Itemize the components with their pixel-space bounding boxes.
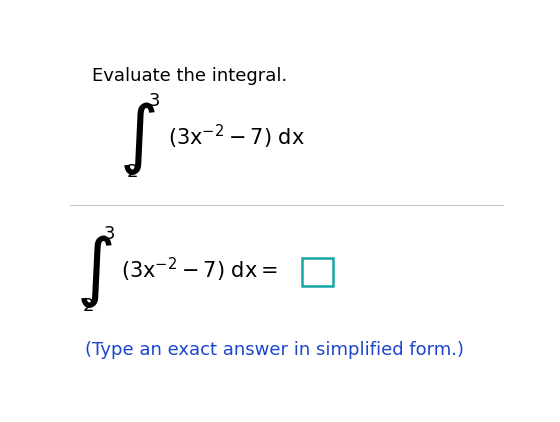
Text: $\int$: $\int$ xyxy=(76,233,112,310)
Text: $\mathsf{(3x^{-2}-7)}\ \mathsf{dx}$: $\mathsf{(3x^{-2}-7)}\ \mathsf{dx}$ xyxy=(167,123,305,151)
Text: $\int$: $\int$ xyxy=(119,100,156,177)
Text: (Type an exact answer in simplified form.): (Type an exact answer in simplified form… xyxy=(85,341,464,359)
Text: 3: 3 xyxy=(104,225,116,243)
Bar xyxy=(302,257,333,286)
Text: 2: 2 xyxy=(127,163,138,181)
Text: $\mathsf{(3x^{-2}-7)}\ \mathsf{dx} =$: $\mathsf{(3x^{-2}-7)}\ \mathsf{dx} =$ xyxy=(121,256,278,284)
Text: Evaluate the integral.: Evaluate the integral. xyxy=(92,67,287,85)
Text: 2: 2 xyxy=(82,297,94,315)
Text: 3: 3 xyxy=(149,92,160,110)
